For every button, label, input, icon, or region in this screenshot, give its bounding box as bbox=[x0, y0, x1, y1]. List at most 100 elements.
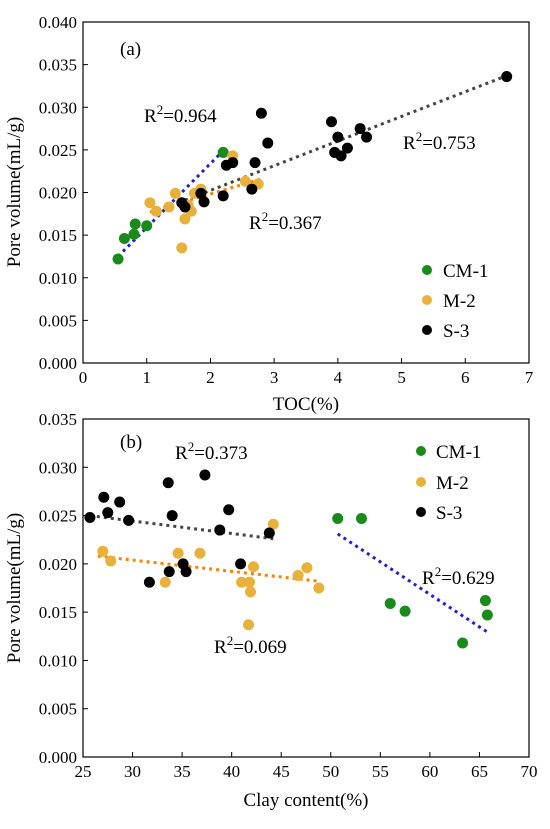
y-tick-label: 0.000 bbox=[39, 748, 77, 767]
x-tick-label: 50 bbox=[322, 762, 339, 781]
x-tick-label: 1 bbox=[142, 368, 151, 387]
x-tick-label: 30 bbox=[124, 762, 141, 781]
point-s-3 bbox=[354, 123, 366, 135]
x-tick-label: 2 bbox=[206, 368, 215, 387]
point-s-3 bbox=[114, 496, 126, 508]
x-axis-label: Clay content(%) bbox=[243, 790, 368, 811]
point-s-3 bbox=[246, 183, 258, 195]
y-tick-label: 0.015 bbox=[39, 226, 77, 245]
x-ticks: 0 1 2 3 4 5 6 7 bbox=[79, 358, 534, 387]
data-points bbox=[112, 71, 513, 265]
point-m-2 bbox=[243, 619, 255, 631]
fit-lines bbox=[89, 514, 491, 635]
chart-panel-b: 25 30 35 40 45 50 55 60 65 70 0.000 0.005 0.010 0.01… bbox=[4, 410, 538, 811]
r2-annotation-m2: R2=0.367 bbox=[249, 209, 322, 234]
r2-annotation-m2: R2=0.069 bbox=[214, 633, 287, 658]
point-m-2 bbox=[163, 201, 175, 213]
point-s-3 bbox=[123, 514, 135, 526]
x-tick-label: 4 bbox=[334, 368, 343, 387]
r2-annotation-cm1: R2=0.629 bbox=[422, 564, 495, 589]
legend-marker-cm1 bbox=[422, 265, 432, 275]
point-s-3 bbox=[214, 524, 226, 536]
fit-line-m-2 bbox=[97, 554, 320, 583]
point-m-2 bbox=[244, 576, 256, 588]
point-cm-1 bbox=[332, 512, 344, 524]
point-s-3 bbox=[223, 504, 235, 516]
point-m-2 bbox=[194, 547, 206, 559]
x-axis-label: TOC(%) bbox=[273, 394, 339, 415]
point-cm-1 bbox=[141, 220, 153, 232]
point-s-3 bbox=[166, 510, 178, 522]
point-s-3 bbox=[199, 469, 211, 481]
point-s-3 bbox=[335, 150, 347, 162]
point-s-3 bbox=[262, 137, 274, 149]
legend-label-cm1: CM-1 bbox=[443, 261, 488, 282]
point-s-3 bbox=[227, 157, 239, 169]
point-cm-1 bbox=[217, 146, 229, 158]
x-ticks: 25 30 35 40 45 50 55 60 65 70 bbox=[75, 752, 538, 781]
point-s-3 bbox=[143, 576, 155, 588]
point-cm-1 bbox=[129, 218, 141, 230]
x-tick-label: 65 bbox=[471, 762, 488, 781]
r2-annotation-s3: R2=0.753 bbox=[403, 129, 476, 154]
y-ticks: 0.000 0.005 0.010 0.015 0.020 0.025 0.030 0.035 bbox=[39, 410, 88, 767]
x-tick-label: 3 bbox=[270, 368, 279, 387]
point-m-2 bbox=[179, 213, 191, 225]
point-s-3 bbox=[179, 201, 191, 213]
point-s-3 bbox=[361, 131, 373, 143]
x-tick-label: 40 bbox=[223, 762, 240, 781]
point-m-2 bbox=[247, 561, 259, 573]
legend-label-m2: M-2 bbox=[436, 473, 469, 494]
point-s-3 bbox=[235, 558, 247, 570]
fit-line-s-3 bbox=[89, 514, 274, 541]
point-s-3 bbox=[198, 196, 210, 208]
point-cm-1 bbox=[384, 597, 396, 609]
point-cm-1 bbox=[457, 637, 469, 649]
legend-marker-m2 bbox=[416, 477, 426, 487]
y-tick-label: 0.010 bbox=[39, 269, 77, 288]
point-m-2 bbox=[169, 187, 181, 199]
point-m-2 bbox=[267, 518, 279, 530]
y-tick-label: 0.035 bbox=[39, 56, 77, 75]
x-tick-label: 0 bbox=[79, 368, 88, 387]
point-s-3 bbox=[217, 190, 229, 202]
point-m-2 bbox=[244, 586, 256, 598]
x-tick-label: 7 bbox=[525, 368, 534, 387]
point-s-3 bbox=[98, 491, 110, 503]
y-tick-label: 0.000 bbox=[39, 354, 77, 373]
point-s-3 bbox=[341, 142, 353, 154]
panel-label: (a) bbox=[120, 39, 141, 60]
y-axis-label: Pore volume(mL/g) bbox=[4, 117, 25, 267]
panel-label: (b) bbox=[120, 432, 142, 453]
y-tick-label: 0.010 bbox=[39, 651, 77, 670]
legend-label-m2: M-2 bbox=[443, 291, 476, 312]
y-axis-label: Pore volume(mL/g) bbox=[4, 513, 25, 663]
point-cm-1 bbox=[479, 595, 491, 607]
point-m-2 bbox=[144, 197, 156, 209]
point-m-2 bbox=[97, 545, 109, 557]
point-m-2 bbox=[236, 576, 248, 588]
point-s-3 bbox=[255, 107, 267, 119]
legend-label-s3: S-3 bbox=[443, 321, 469, 342]
y-tick-label: 0.025 bbox=[39, 141, 77, 160]
y-ticks: 0.000 0.005 0.010 0.015 0.020 0.025 0.030 0.035… bbox=[39, 13, 88, 373]
y-tick-label: 0.020 bbox=[39, 555, 77, 574]
point-m-2 bbox=[172, 547, 184, 559]
legend: CM-1 M-2 S-3 bbox=[422, 261, 488, 342]
plot-frame bbox=[82, 418, 530, 758]
r2-annotation-cm1: R2=0.964 bbox=[144, 102, 217, 127]
point-s-3 bbox=[263, 527, 275, 539]
legend-label-s3: S-3 bbox=[436, 503, 462, 524]
legend-marker-cm1 bbox=[416, 446, 426, 456]
point-s-3 bbox=[163, 566, 175, 578]
point-s-3 bbox=[325, 116, 337, 128]
legend-marker-m2 bbox=[422, 295, 432, 305]
point-m-2 bbox=[105, 555, 117, 567]
x-tick-label: 35 bbox=[174, 762, 191, 781]
y-tick-label: 0.030 bbox=[39, 458, 77, 477]
point-cm-1 bbox=[118, 233, 130, 245]
point-cm-1 bbox=[356, 512, 368, 524]
point-s-3 bbox=[84, 512, 96, 524]
legend-marker-s3 bbox=[416, 507, 426, 517]
